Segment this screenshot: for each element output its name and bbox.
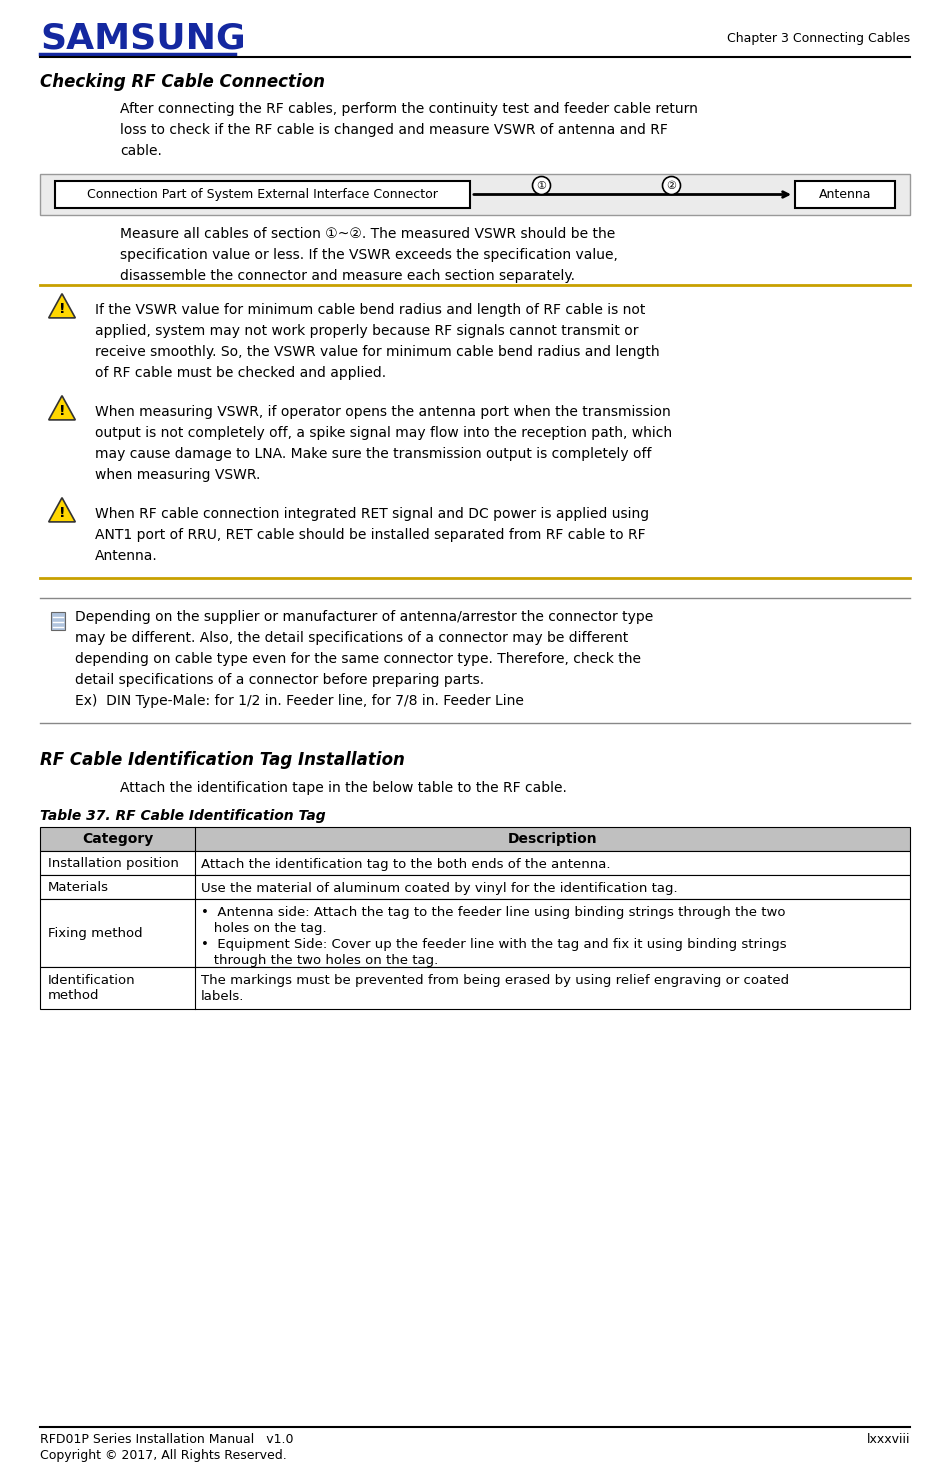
Text: Table 37. RF Cable Identification Tag: Table 37. RF Cable Identification Tag bbox=[40, 809, 326, 823]
Text: output is not completely off, a spike signal may flow into the reception path, w: output is not completely off, a spike si… bbox=[95, 426, 673, 441]
Text: Materials: Materials bbox=[48, 880, 109, 893]
Bar bbox=[55, 181, 470, 209]
Bar bbox=[795, 181, 895, 209]
Text: Identification
method: Identification method bbox=[48, 974, 136, 1002]
Bar bbox=[40, 876, 910, 899]
Polygon shape bbox=[48, 498, 75, 521]
Text: RF Cable Identification Tag Installation: RF Cable Identification Tag Installation bbox=[40, 751, 405, 768]
Bar bbox=[40, 827, 910, 851]
Text: When measuring VSWR, if operator opens the antenna port when the transmission: When measuring VSWR, if operator opens t… bbox=[95, 405, 671, 419]
Text: •  Equipment Side: Cover up the feeder line with the tag and fix it using bindin: • Equipment Side: Cover up the feeder li… bbox=[201, 939, 787, 950]
Text: After connecting the RF cables, perform the continuity test and feeder cable ret: After connecting the RF cables, perform … bbox=[120, 101, 698, 116]
Text: applied, system may not work properly because RF signals cannot transmit or: applied, system may not work properly be… bbox=[95, 325, 638, 338]
Text: Category: Category bbox=[82, 831, 153, 846]
Text: Installation position: Installation position bbox=[48, 856, 179, 870]
Text: !: ! bbox=[59, 303, 66, 316]
Text: Attach the identification tape in the below table to the RF cable.: Attach the identification tape in the be… bbox=[120, 782, 567, 795]
Bar bbox=[51, 613, 65, 630]
Text: Checking RF Cable Connection: Checking RF Cable Connection bbox=[40, 73, 325, 91]
Text: holes on the tag.: holes on the tag. bbox=[201, 923, 327, 934]
Text: Measure all cables of section ①~②. The measured VSWR should be the: Measure all cables of section ①~②. The m… bbox=[120, 228, 616, 241]
Text: Use the material of aluminum coated by vinyl for the identification tag.: Use the material of aluminum coated by v… bbox=[201, 881, 677, 895]
Polygon shape bbox=[48, 395, 75, 420]
Text: If the VSWR value for minimum cable bend radius and length of RF cable is not: If the VSWR value for minimum cable bend… bbox=[95, 303, 645, 317]
Text: Chapter 3 Connecting Cables: Chapter 3 Connecting Cables bbox=[727, 32, 910, 46]
Text: Depending on the supplier or manufacturer of antenna/arrestor the connector type: Depending on the supplier or manufacture… bbox=[75, 610, 654, 624]
Circle shape bbox=[662, 176, 680, 194]
Text: when measuring VSWR.: when measuring VSWR. bbox=[95, 469, 260, 482]
Bar bbox=[40, 899, 910, 967]
Text: Attach the identification tag to the both ends of the antenna.: Attach the identification tag to the bot… bbox=[201, 858, 611, 871]
Text: detail specifications of a connector before preparing parts.: detail specifications of a connector bef… bbox=[75, 673, 484, 687]
Bar bbox=[40, 851, 910, 876]
Text: specification value or less. If the VSWR exceeds the specification value,: specification value or less. If the VSWR… bbox=[120, 248, 618, 261]
Text: •  Antenna side: Attach the tag to the feeder line using binding strings through: • Antenna side: Attach the tag to the fe… bbox=[201, 906, 786, 920]
Circle shape bbox=[533, 176, 550, 194]
Text: !: ! bbox=[59, 507, 66, 520]
Bar bbox=[40, 173, 910, 214]
Text: ①: ① bbox=[537, 181, 546, 191]
Text: SAMSUNG: SAMSUNG bbox=[40, 21, 246, 54]
Text: may cause damage to LNA. Make sure the transmission output is completely off: may cause damage to LNA. Make sure the t… bbox=[95, 447, 652, 461]
Text: Antenna.: Antenna. bbox=[95, 549, 158, 563]
Text: labels.: labels. bbox=[201, 990, 244, 1003]
Text: may be different. Also, the detail specifications of a connector may be differen: may be different. Also, the detail speci… bbox=[75, 632, 628, 645]
Text: The markings must be prevented from being erased by using relief engraving or co: The markings must be prevented from bein… bbox=[201, 974, 789, 987]
Bar bbox=[40, 967, 910, 1009]
Text: RFD01P Series Installation Manual   v1.0: RFD01P Series Installation Manual v1.0 bbox=[40, 1432, 294, 1445]
Text: Connection Part of System External Interface Connector: Connection Part of System External Inter… bbox=[87, 188, 438, 201]
Text: Description: Description bbox=[507, 831, 598, 846]
Text: lxxxviii: lxxxviii bbox=[866, 1432, 910, 1445]
Text: depending on cable type even for the same connector type. Therefore, check the: depending on cable type even for the sam… bbox=[75, 652, 641, 665]
Text: of RF cable must be checked and applied.: of RF cable must be checked and applied. bbox=[95, 366, 386, 380]
Text: !: ! bbox=[59, 404, 66, 419]
Text: Copyright © 2017, All Rights Reserved.: Copyright © 2017, All Rights Reserved. bbox=[40, 1448, 287, 1462]
Text: disassemble the connector and measure each section separately.: disassemble the connector and measure ea… bbox=[120, 269, 575, 284]
Text: through the two holes on the tag.: through the two holes on the tag. bbox=[201, 953, 438, 967]
Text: Fixing method: Fixing method bbox=[48, 927, 142, 940]
Text: cable.: cable. bbox=[120, 144, 162, 159]
Text: ANT1 port of RRU, RET cable should be installed separated from RF cable to RF: ANT1 port of RRU, RET cable should be in… bbox=[95, 527, 646, 542]
Text: When RF cable connection integrated RET signal and DC power is applied using: When RF cable connection integrated RET … bbox=[95, 507, 649, 521]
Text: ②: ② bbox=[667, 181, 676, 191]
Polygon shape bbox=[48, 294, 75, 317]
Text: Antenna: Antenna bbox=[819, 188, 871, 201]
Text: loss to check if the RF cable is changed and measure VSWR of antenna and RF: loss to check if the RF cable is changed… bbox=[120, 123, 668, 137]
Text: Ex)  DIN Type-Male: for 1/2 in. Feeder line, for 7/8 in. Feeder Line: Ex) DIN Type-Male: for 1/2 in. Feeder li… bbox=[75, 693, 523, 708]
Text: receive smoothly. So, the VSWR value for minimum cable bend radius and length: receive smoothly. So, the VSWR value for… bbox=[95, 345, 659, 358]
